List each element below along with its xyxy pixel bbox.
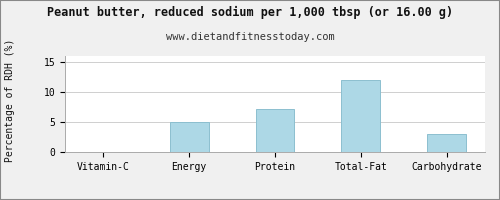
Bar (256, 109, 294, 152)
Bar (428, 134, 466, 152)
Text: Percentage of RDH (%): Percentage of RDH (%) (5, 38, 15, 162)
Bar (342, 80, 380, 152)
Text: www.dietandfitnesstoday.com: www.dietandfitnesstoday.com (166, 32, 334, 42)
Bar (170, 122, 208, 152)
Text: Peanut butter, reduced sodium per 1,000 tbsp (or 16.00 g): Peanut butter, reduced sodium per 1,000 … (47, 6, 453, 19)
